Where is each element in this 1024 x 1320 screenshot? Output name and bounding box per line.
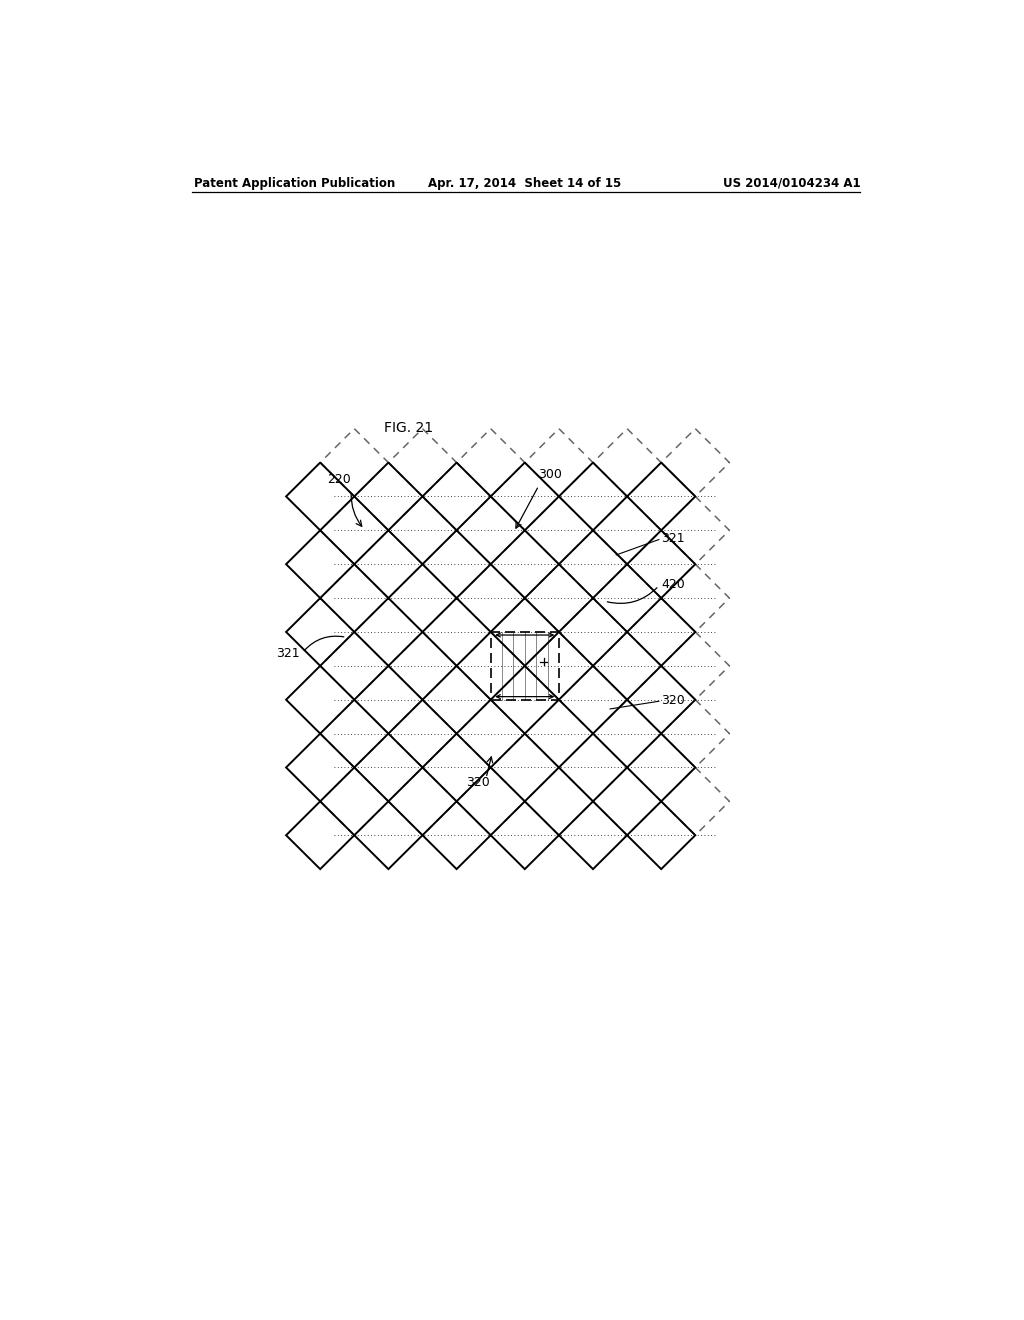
Text: Apr. 17, 2014  Sheet 14 of 15: Apr. 17, 2014 Sheet 14 of 15 xyxy=(428,177,622,190)
Text: FIG. 21: FIG. 21 xyxy=(384,421,433,434)
Text: 300: 300 xyxy=(539,469,562,480)
Text: 320: 320 xyxy=(466,776,490,789)
Text: US 2014/0104234 A1: US 2014/0104234 A1 xyxy=(723,177,860,190)
Text: 420: 420 xyxy=(662,578,685,591)
Text: Patent Application Publication: Patent Application Publication xyxy=(194,177,395,190)
Text: 321: 321 xyxy=(276,647,300,660)
Text: 321: 321 xyxy=(662,532,685,545)
Text: 320: 320 xyxy=(662,693,685,706)
Text: 220: 220 xyxy=(327,474,350,486)
Bar xyxy=(490,632,559,700)
